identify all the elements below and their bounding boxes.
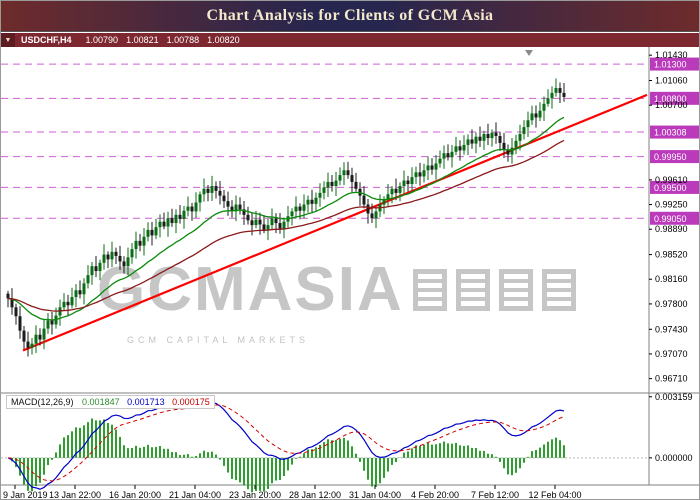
ma-fast-line — [7, 116, 565, 321]
svg-text:0.97800: 0.97800 — [655, 299, 688, 309]
chart-frame — [1, 47, 699, 486]
quote-bar: ▼ USDCHF,H4 1.00790 1.00821 1.00788 1.00… — [1, 33, 699, 47]
svg-text:0.98890: 0.98890 — [655, 224, 688, 234]
chart-menu-button[interactable]: ▼ — [1, 33, 15, 47]
macd-main-value: 0.001847 — [82, 397, 120, 407]
svg-text:0.97070: 0.97070 — [655, 349, 688, 359]
page-title: Chart Analysis for Clients of GCM Asia — [206, 7, 494, 24]
svg-text:0.98520: 0.98520 — [655, 250, 688, 260]
svg-text:0.99500: 0.99500 — [654, 183, 687, 193]
time-axis: 9 Jan 2019 13 Jan 22:00 16 Jan 20:00 21 Jan… — [3, 485, 582, 500]
watermark-cjk-block — [498, 269, 533, 311]
macd-signal-value: 0.001713 — [127, 397, 165, 407]
svg-text:28 Jan 12:00: 28 Jan 12:00 — [289, 490, 341, 500]
svg-text:0.003159: 0.003159 — [655, 392, 693, 402]
svg-text:1.00308: 1.00308 — [654, 128, 687, 138]
macd-main-line — [7, 401, 565, 490]
svg-text:21 Jan 04:00: 21 Jan 04:00 — [169, 490, 221, 500]
symbol-timeframe-label: USDCHF,H4 — [21, 35, 72, 45]
svg-text:4 Feb 20:00: 4 Feb 20:00 — [411, 490, 459, 500]
watermark-cjk-block — [412, 269, 447, 311]
macd-axis: 0.003159 0.000000 — [649, 392, 693, 463]
trendline — [22, 93, 648, 352]
chart-shift-marker-icon[interactable] — [525, 50, 533, 56]
svg-text:0.98160: 0.98160 — [655, 274, 688, 284]
price-axis: 1.01430 1.01060 1.00700 0.99610 0.99250 0.988… — [649, 50, 688, 384]
chevron-down-icon: ▼ — [4, 36, 12, 44]
watermark: GCMASIA GCM CAPITAL MARKETS — [97, 259, 576, 345]
quote-close-value: 1.00820 — [207, 35, 240, 45]
svg-text:9 Jan 2019: 9 Jan 2019 — [3, 490, 48, 500]
watermark-subtext: GCM CAPITAL MARKETS — [127, 335, 310, 345]
macd-indicator-label: MACD(12,26,9) 0.001847 0.001713 0.000175 — [6, 395, 215, 409]
title-bar: Chart Analysis for Clients of GCM Asia — [1, 1, 699, 32]
ma-slow-line — [7, 139, 565, 312]
svg-text:0.99250: 0.99250 — [655, 200, 688, 210]
watermark-cjk-block — [455, 269, 490, 311]
svg-text:0.000000: 0.000000 — [655, 453, 693, 463]
candlestick-series — [6, 78, 566, 357]
svg-text:1.00800: 1.00800 — [654, 94, 687, 104]
svg-text:0.96710: 0.96710 — [655, 374, 688, 384]
macd-hist-value: 0.000175 — [172, 397, 210, 407]
macd-name: MACD(12,26,9) — [11, 397, 74, 407]
svg-text:1.01430: 1.01430 — [655, 50, 688, 60]
macd-signal-line — [7, 404, 565, 482]
watermark-cjk-block — [541, 269, 576, 311]
svg-text:31 Jan 04:00: 31 Jan 04:00 — [349, 490, 401, 500]
quote-high-value: 1.00821 — [126, 35, 159, 45]
svg-text:1.00700: 1.00700 — [655, 100, 688, 110]
svg-text:23 Jan 20:00: 23 Jan 20:00 — [229, 490, 281, 500]
svg-text:12 Feb 04:00: 12 Feb 04:00 — [528, 490, 581, 500]
svg-text:13 Jan 22:00: 13 Jan 22:00 — [49, 490, 101, 500]
quote-low-value: 1.00788 — [166, 35, 200, 45]
svg-text:16 Jan 20:00: 16 Jan 20:00 — [109, 490, 161, 500]
svg-text:1.01060: 1.01060 — [655, 76, 688, 86]
quote-open-value: 1.00790 — [85, 35, 119, 45]
svg-text:0.99050: 0.99050 — [654, 214, 687, 224]
svg-text:1.01300: 1.01300 — [654, 60, 687, 70]
svg-text:0.99610: 0.99610 — [655, 175, 688, 185]
svg-text:0.97430: 0.97430 — [655, 324, 688, 334]
watermark-text: GCMASIA — [97, 255, 404, 324]
support-resistance-levels: 1.01300 1.00800 1.00308 0.99950 0.99500 0.990… — [1, 57, 699, 225]
svg-text:7 Feb 12:00: 7 Feb 12:00 — [471, 490, 519, 500]
svg-text:0.99950: 0.99950 — [654, 152, 687, 162]
macd-histogram — [11, 418, 565, 493]
